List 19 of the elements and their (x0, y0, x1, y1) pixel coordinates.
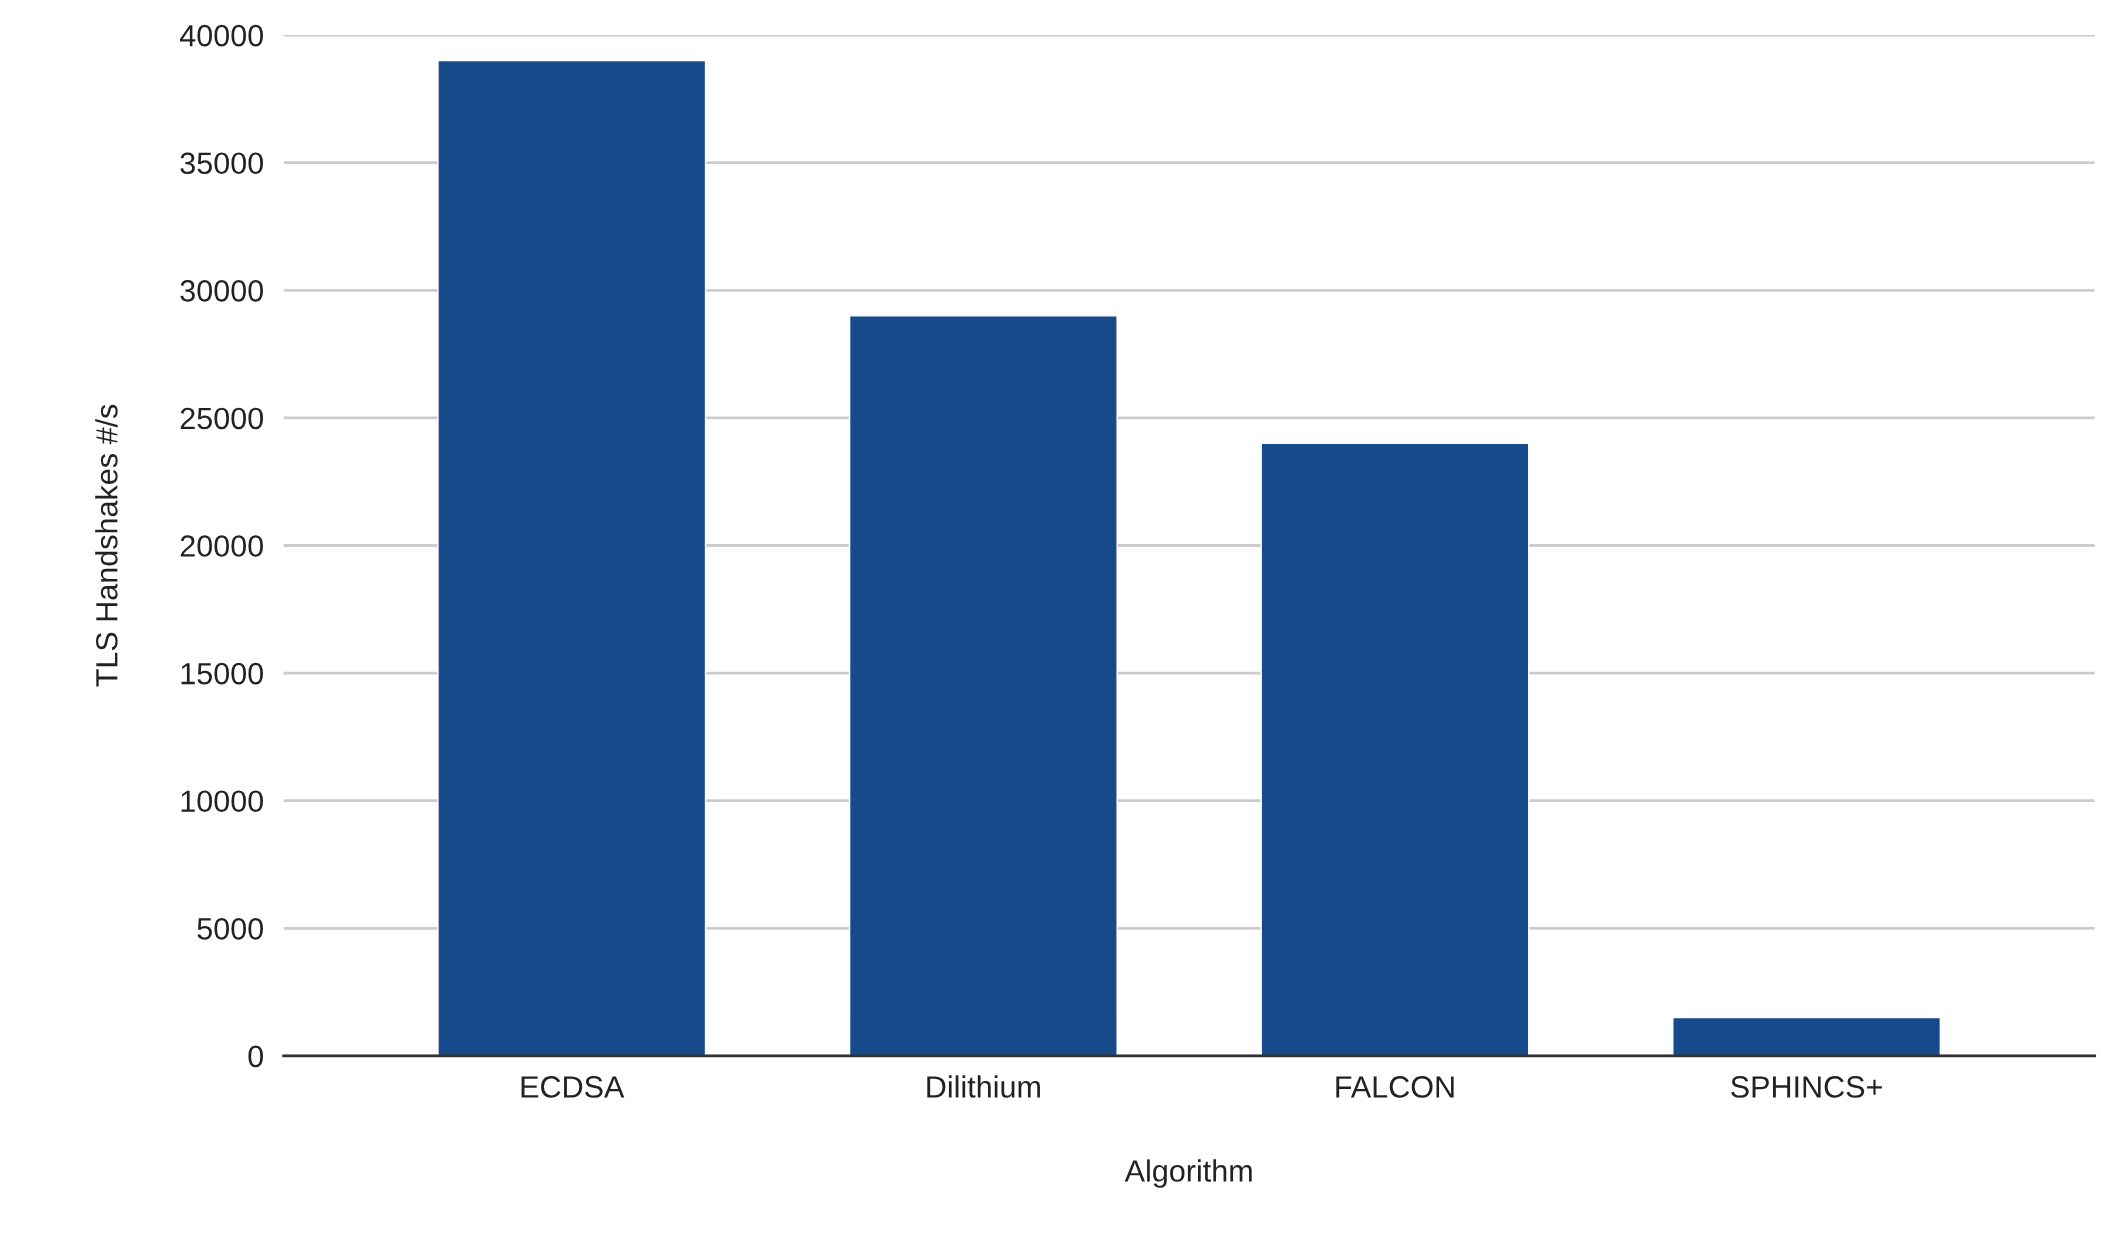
x-tick-label: SPHINCS+ (1731, 1076, 1882, 1098)
y-tick-label: 0 (248, 1045, 263, 1068)
x-axis-title: Algorithm (1124, 1159, 1252, 1188)
x-tick-label: Dilithium (927, 1075, 1040, 1098)
y-tick-label: 20000 (180, 535, 263, 557)
y-tick-label: 15000 (181, 662, 263, 685)
bar (437, 59, 707, 1056)
bar (1672, 1016, 1942, 1056)
y-tick-label: 25000 (180, 407, 263, 430)
x-tick-label: ECDSA (521, 1076, 625, 1098)
y-tick-label: 30000 (180, 280, 263, 302)
x-tick-label: FALCON (1336, 1076, 1454, 1098)
bar (848, 315, 1118, 1056)
y-axis-title: TLS Handshakes #/s (95, 404, 118, 687)
y-tick-label: 35000 (180, 152, 263, 175)
bar (1260, 442, 1530, 1056)
y-tick-label: 10000 (181, 790, 263, 813)
y-tick-label: 5000 (197, 918, 263, 940)
y-tick-label: 40000 (179, 24, 263, 47)
